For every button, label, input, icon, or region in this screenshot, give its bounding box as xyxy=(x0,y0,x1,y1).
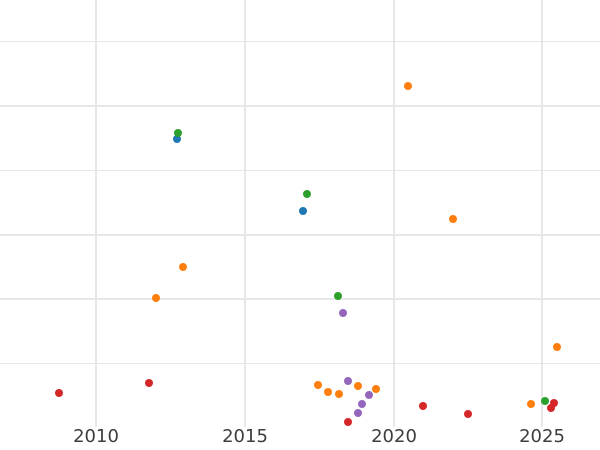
data-point-orange xyxy=(527,400,535,408)
x-tick-label: 2010 xyxy=(73,426,119,447)
data-point-red xyxy=(547,404,555,412)
data-point-red xyxy=(464,410,472,418)
data-point-orange xyxy=(449,215,457,223)
data-point-orange xyxy=(335,390,343,398)
data-point-red xyxy=(419,402,427,410)
gridline-vertical xyxy=(95,0,97,427)
data-point-blue xyxy=(173,135,181,143)
data-point-red xyxy=(55,389,63,397)
x-tick-label: 2025 xyxy=(519,426,565,447)
x-tick-label: 2015 xyxy=(222,426,268,447)
data-point-green xyxy=(541,397,549,405)
x-tick-label: 2020 xyxy=(371,426,417,447)
data-point-green xyxy=(174,129,182,137)
data-point-purple xyxy=(365,391,373,399)
data-point-red xyxy=(145,379,153,387)
data-point-orange xyxy=(179,263,187,271)
data-point-green xyxy=(303,190,311,198)
gridline-horizontal xyxy=(0,40,600,43)
data-point-orange xyxy=(553,343,561,351)
data-point-orange xyxy=(324,388,332,396)
data-point-red xyxy=(550,399,558,407)
gridline-vertical xyxy=(244,0,246,427)
data-point-purple xyxy=(354,409,362,417)
gridline-horizontal xyxy=(0,105,600,107)
data-point-orange xyxy=(314,381,322,389)
data-point-green xyxy=(334,292,342,300)
data-point-orange xyxy=(354,382,362,390)
data-point-orange xyxy=(404,82,412,90)
data-point-purple xyxy=(344,377,352,385)
gridline-horizontal xyxy=(0,298,600,300)
data-point-blue xyxy=(299,207,307,215)
gridline-horizontal xyxy=(0,169,600,172)
data-point-red xyxy=(344,418,352,426)
gridline-vertical xyxy=(541,0,543,427)
data-point-orange xyxy=(372,385,380,393)
gridline-horizontal xyxy=(0,234,600,236)
gridline-vertical xyxy=(393,0,395,427)
data-point-orange xyxy=(152,294,160,302)
data-point-purple xyxy=(339,309,347,317)
gridline-horizontal xyxy=(0,362,600,365)
data-point-purple xyxy=(358,400,366,408)
